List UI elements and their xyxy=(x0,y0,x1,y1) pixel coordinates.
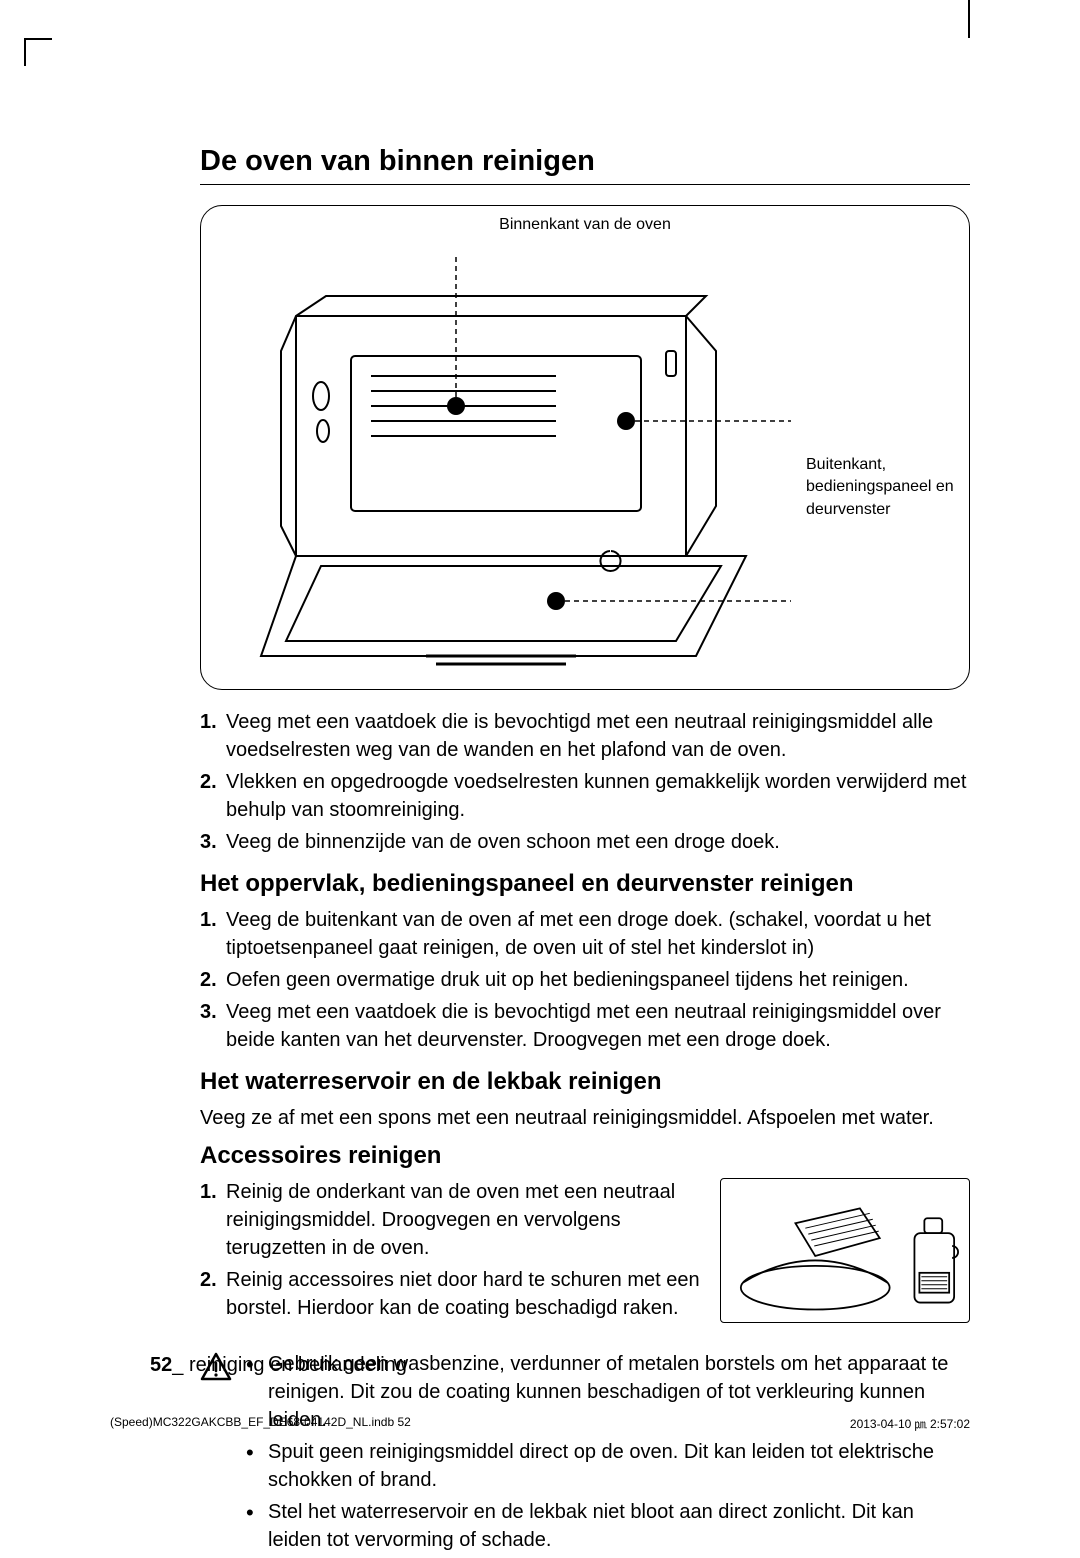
section4-title: Accessoires reinigen xyxy=(200,1142,970,1170)
warning-list: Gebruik geen wasbenzine, verdunner of me… xyxy=(246,1350,970,1558)
accessories-illustration xyxy=(720,1178,970,1323)
warning-block: Gebruik geen wasbenzine, verdunner of me… xyxy=(200,1350,970,1558)
list-item: Veeg de buitenkant van de oven af met ee… xyxy=(200,906,970,962)
list-item: Veeg de binnenzijde van de oven schoon m… xyxy=(200,828,970,856)
section2-title: Het oppervlak, bedieningspaneel en deurv… xyxy=(200,870,970,898)
page-content: De oven van binnen reinigen Binnenkant v… xyxy=(0,0,1080,1472)
accessories-row: Reinig de onderkant van de oven met een … xyxy=(200,1178,970,1336)
list-item: Oefen geen overmatige druk uit op het be… xyxy=(200,966,970,994)
diagram-label-exterior: Buitenkant, bedieningspaneel en deurvens… xyxy=(806,454,961,521)
print-marks: (Speed)MC322GAKCBB_EF_DE68-04142D_NL.ind… xyxy=(110,1415,970,1432)
list-item: Spuit geen reinigingsmiddel direct op de… xyxy=(246,1438,970,1494)
list-item: Reinig accessoires niet door hard te sch… xyxy=(200,1266,700,1322)
footer-separator: _ xyxy=(172,1354,183,1376)
footer-section: reiniging en behandeling xyxy=(189,1354,407,1376)
section2-list: Veeg de buitenkant van de oven af met ee… xyxy=(200,906,970,1054)
list-item: Stel het waterreservoir en de lekbak nie… xyxy=(246,1498,970,1554)
list-item: Veeg met een vaatdoek die is bevochtigd … xyxy=(200,998,970,1054)
oven-diagram: Binnenkant van de oven Buitenkant, bedie… xyxy=(200,205,970,690)
page-footer: 52_ reiniging en behandeling xyxy=(150,1354,407,1377)
section3-title: Het waterreservoir en de lekbak reinigen xyxy=(200,1068,970,1096)
list-item: Veeg met een vaatdoek die is bevochtigd … xyxy=(200,708,970,764)
print-mark-left: (Speed)MC322GAKCBB_EF_DE68-04142D_NL.ind… xyxy=(110,1415,411,1432)
page-title: De oven van binnen reinigen xyxy=(200,145,970,185)
section3-text: Veeg ze af met een spons met een neutraa… xyxy=(200,1104,970,1132)
list-item: Reinig de onderkant van de oven met een … xyxy=(200,1178,700,1262)
diagram-label-interior: Binnenkant van de oven xyxy=(499,216,671,234)
page-number: 52 xyxy=(150,1354,172,1376)
print-mark-right: 2013-04-10 ㏘ 2:57:02 xyxy=(850,1415,970,1432)
oven-line-drawing xyxy=(226,256,791,676)
section1-list: Veeg met een vaatdoek die is bevochtigd … xyxy=(200,708,970,856)
section4-list: Reinig de onderkant van de oven met een … xyxy=(200,1178,700,1322)
list-item: Vlekken en opgedroogde voedselresten kun… xyxy=(200,768,970,824)
